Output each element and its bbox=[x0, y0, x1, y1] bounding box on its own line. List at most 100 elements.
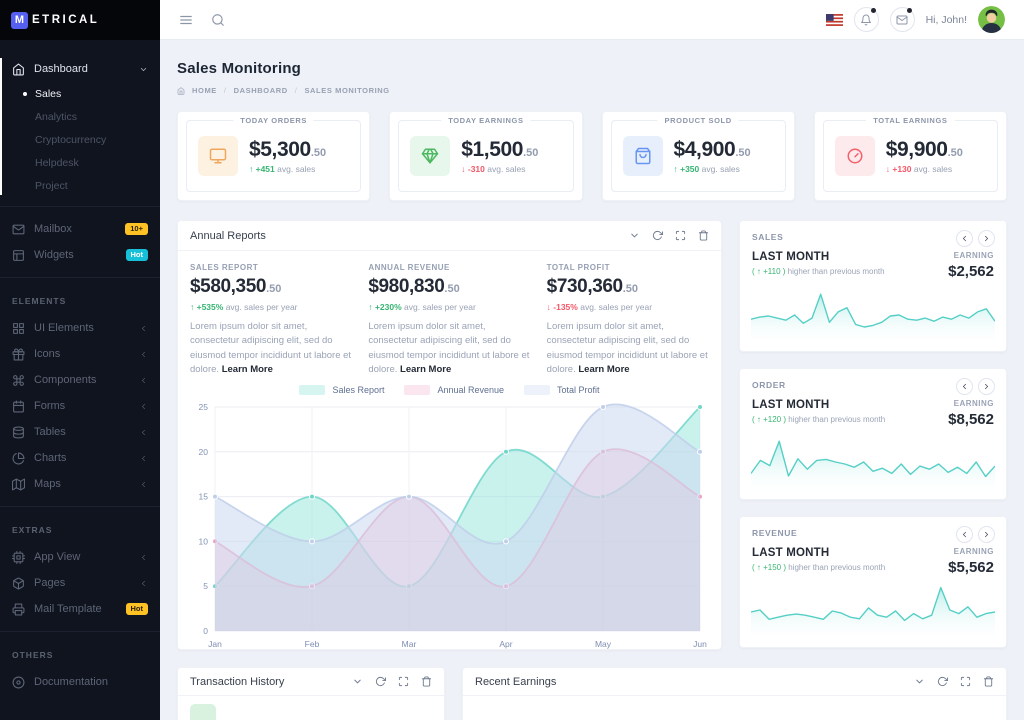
messages-button[interactable] bbox=[889, 7, 915, 32]
mail-icon bbox=[12, 223, 25, 236]
sidebar-item-sales[interactable]: Sales bbox=[0, 82, 160, 105]
bell-icon bbox=[860, 14, 872, 26]
prev-button[interactable] bbox=[956, 230, 973, 247]
sidebar-item-documentation[interactable]: Documentation bbox=[0, 669, 160, 695]
stat-card-product-sold: PRODUCT SOLD $4,900.50 ↑ +350 avg. sales bbox=[601, 111, 795, 201]
legend-item[interactable]: Sales Report bbox=[299, 385, 384, 395]
legend-label: Sales Report bbox=[332, 385, 385, 395]
learn-more-link[interactable]: Learn More bbox=[400, 363, 452, 375]
earning-label: EARNING bbox=[953, 547, 994, 556]
expand-icon[interactable] bbox=[960, 676, 971, 687]
stat-card-title: TOTAL EARNINGS bbox=[866, 116, 955, 125]
panel-actions bbox=[914, 676, 994, 687]
logo-mark: M bbox=[11, 11, 28, 29]
expand-icon[interactable] bbox=[675, 230, 686, 241]
stat-delta: ↓ +130 avg. sales bbox=[885, 163, 953, 174]
collapse-icon[interactable] bbox=[914, 676, 925, 687]
annual-stat-delta: ↑ +535% avg. sales per year bbox=[190, 302, 298, 312]
next-button[interactable] bbox=[978, 378, 995, 395]
chevron-left-icon bbox=[960, 234, 969, 243]
chevron-right-icon bbox=[982, 530, 991, 539]
sidebar-item-label: UI Elements bbox=[34, 322, 94, 334]
panel-actions bbox=[352, 676, 432, 687]
card-nav bbox=[956, 378, 995, 395]
delete-icon[interactable] bbox=[983, 676, 994, 687]
prev-button[interactable] bbox=[956, 526, 973, 543]
sidebar-item-forms[interactable]: Forms bbox=[0, 393, 160, 419]
sidebar-item-pages[interactable]: Pages bbox=[0, 570, 160, 596]
stat-amount: $5,300.50 bbox=[249, 137, 327, 161]
collapse-icon[interactable] bbox=[629, 230, 640, 241]
earning-value: $5,562 bbox=[948, 559, 994, 576]
svg-text:Feb: Feb bbox=[305, 639, 320, 649]
learn-more-link[interactable]: Learn More bbox=[221, 363, 273, 375]
sidebar-item-label: Documentation bbox=[34, 676, 108, 688]
sidebar-item-charts[interactable]: Charts bbox=[0, 445, 160, 471]
legend-item[interactable]: Total Profit bbox=[524, 385, 600, 395]
revenue-sparkline-chart bbox=[751, 581, 995, 641]
sidebar-item-label: Sales bbox=[35, 87, 62, 100]
menu-toggle-icon[interactable] bbox=[179, 13, 193, 27]
sidebar-item-maps[interactable]: Maps bbox=[0, 471, 160, 497]
stat-card-today-orders: TODAY ORDERS $5,300.50 ↑ +451 avg. sales bbox=[177, 111, 371, 201]
next-button[interactable] bbox=[978, 526, 995, 543]
sidebar-item-ui-elements[interactable]: UI Elements bbox=[0, 315, 160, 341]
search-icon[interactable] bbox=[211, 13, 225, 27]
breadcrumb-home[interactable]: HOME bbox=[192, 86, 217, 95]
notifications-button[interactable] bbox=[853, 7, 879, 32]
panel-title: Recent Earnings bbox=[475, 675, 557, 688]
chevron-left-icon bbox=[139, 376, 148, 385]
card-delta-note: ( ↑ +150 ) higher than previous month bbox=[752, 563, 886, 572]
sidebar-item-analytics[interactable]: Analytics bbox=[0, 105, 160, 128]
prev-button[interactable] bbox=[956, 378, 973, 395]
chevron-left-icon bbox=[139, 480, 148, 489]
sidebar-item-icons[interactable]: Icons bbox=[0, 341, 160, 367]
language-flag-icon[interactable] bbox=[825, 13, 843, 26]
sidebar-item-tables[interactable]: Tables bbox=[0, 419, 160, 445]
sidebar-item-cryptocurrency[interactable]: Cryptocurrency bbox=[0, 128, 160, 151]
logo[interactable]: M ETRICAL bbox=[0, 0, 160, 40]
card-nav bbox=[956, 230, 995, 247]
order-sparkline-chart bbox=[751, 433, 995, 493]
sidebar-item-components[interactable]: Components bbox=[0, 367, 160, 393]
card-delta-note: ( ↑ +110 ) higher than previous month bbox=[752, 267, 885, 276]
delete-icon[interactable] bbox=[698, 230, 709, 241]
chevron-left-icon bbox=[139, 579, 148, 588]
breadcrumb-current: SALES MONITORING bbox=[304, 86, 390, 95]
sidebar-item-mailbox[interactable]: Mailbox 10+ bbox=[0, 216, 160, 242]
refresh-icon[interactable] bbox=[375, 676, 386, 687]
bullet-icon bbox=[23, 161, 27, 165]
delete-icon[interactable] bbox=[421, 676, 432, 687]
legend-item[interactable]: Annual Revenue bbox=[404, 385, 504, 395]
panel-body bbox=[178, 696, 444, 720]
chevron-down-icon bbox=[139, 65, 148, 74]
main-content: Sales Monitoring HOME / DASHBOARD / SALE… bbox=[160, 40, 1024, 720]
panel-title: Annual Reports bbox=[190, 229, 266, 242]
breadcrumb: HOME / DASHBOARD / SALES MONITORING bbox=[177, 86, 1007, 95]
svg-text:May: May bbox=[595, 639, 612, 649]
sidebar-item-mail-template[interactable]: Mail Template Hot bbox=[0, 596, 160, 622]
sidebar-item-app-view[interactable]: App View bbox=[0, 544, 160, 570]
refresh-icon[interactable] bbox=[652, 230, 663, 241]
sidebar-item-helpdesk[interactable]: Helpdesk bbox=[0, 151, 160, 174]
sidebar-item-label: Widgets bbox=[34, 249, 74, 261]
chevron-left-icon bbox=[139, 428, 148, 437]
command-icon bbox=[12, 374, 25, 387]
sidebar-item-label: Components bbox=[34, 374, 97, 386]
annual-stat-label: TOTAL PROFIT bbox=[546, 263, 610, 272]
refresh-icon[interactable] bbox=[937, 676, 948, 687]
map-icon bbox=[12, 478, 25, 491]
card-category: REVENUE bbox=[752, 528, 798, 538]
sales-summary-card: SALES LAST MONTH ( ↑ +110 ) higher than … bbox=[739, 220, 1007, 352]
home-icon bbox=[177, 86, 185, 95]
expand-icon[interactable] bbox=[398, 676, 409, 687]
panel-header: Annual Reports bbox=[178, 221, 721, 251]
collapse-icon[interactable] bbox=[352, 676, 363, 687]
avatar[interactable] bbox=[978, 6, 1005, 33]
sidebar-item-dashboard[interactable]: Dashboard bbox=[0, 56, 160, 82]
sidebar-item-project[interactable]: Project bbox=[0, 174, 160, 197]
next-button[interactable] bbox=[978, 230, 995, 247]
breadcrumb-dashboard[interactable]: DASHBOARD bbox=[233, 86, 288, 95]
learn-more-link[interactable]: Learn More bbox=[578, 363, 630, 375]
sidebar-item-widgets[interactable]: Widgets Hot bbox=[0, 242, 160, 268]
